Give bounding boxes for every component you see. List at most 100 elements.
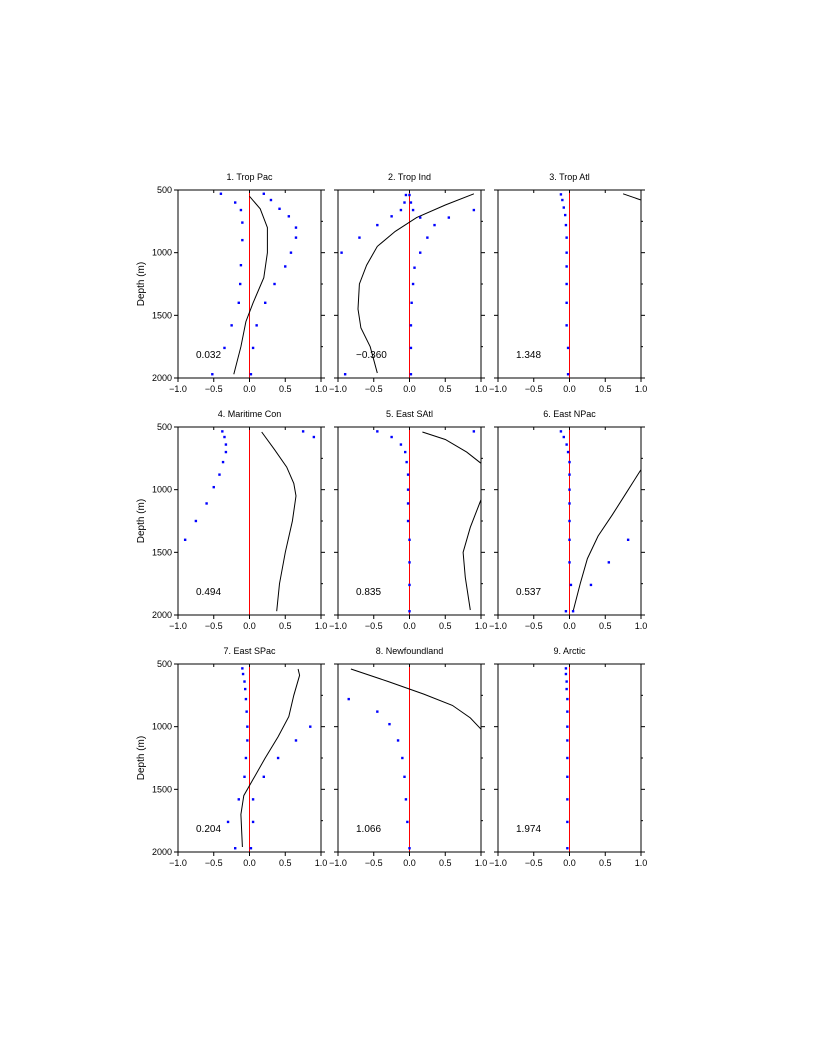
data-point — [376, 430, 379, 433]
y-tick-label: 2000 — [152, 610, 172, 620]
y-axis-label: Depth (m) — [136, 262, 147, 306]
data-point — [565, 680, 568, 683]
data-point — [564, 610, 568, 613]
data-point — [566, 756, 569, 760]
data-point — [273, 282, 276, 286]
y-axis-label: Depth (m) — [136, 499, 147, 543]
data-point — [249, 373, 253, 376]
data-point — [406, 519, 410, 523]
x-tick-label: −1.0 — [329, 384, 347, 394]
data-point — [347, 697, 350, 701]
data-point — [408, 193, 411, 197]
profile-line — [572, 469, 641, 612]
data-point — [244, 697, 248, 701]
data-point — [226, 820, 230, 824]
data-point — [244, 687, 247, 691]
data-point — [565, 324, 568, 327]
data-point — [408, 610, 411, 613]
panel-value: 0.494 — [196, 587, 221, 598]
x-tick-label: 0.0 — [403, 858, 416, 868]
x-tick-label: 1.0 — [475, 621, 488, 631]
panel-title: 2. Trop Ind — [388, 172, 431, 182]
data-point — [559, 430, 563, 433]
panel-6: 6. East NPac −1.0 −0.5 0.0 0.5 1.0 0.537 — [489, 409, 647, 631]
profile-line — [233, 195, 268, 375]
data-point — [237, 301, 240, 304]
data-point — [276, 756, 280, 760]
data-point — [376, 223, 379, 227]
data-point — [447, 216, 451, 219]
data-point — [564, 213, 567, 217]
panel-value: 0.835 — [356, 587, 381, 598]
x-tick-label: 1.0 — [315, 384, 328, 394]
y-tick-label: 1500 — [152, 784, 172, 794]
data-point — [565, 282, 568, 286]
y-tick-label: 1500 — [152, 547, 172, 557]
data-point — [405, 460, 408, 464]
data-point — [566, 697, 569, 701]
x-tick-label: 0.5 — [599, 858, 612, 868]
panel-value: 1.974 — [516, 824, 541, 835]
data-point — [205, 502, 208, 505]
data-point — [309, 725, 312, 728]
profile-line — [422, 431, 481, 611]
data-point — [406, 488, 410, 491]
data-point — [221, 460, 225, 464]
data-point — [343, 373, 347, 376]
data-point — [211, 373, 214, 376]
x-tick-label: −0.5 — [525, 621, 543, 631]
panel-title: 3. Trop Atl — [549, 172, 590, 182]
data-point — [249, 847, 253, 850]
data-point — [566, 798, 569, 801]
x-tick-label: 0.5 — [439, 621, 452, 631]
x-tick-label: 0.0 — [403, 384, 416, 394]
data-point — [218, 473, 221, 476]
panel-title: 8. Newfoundland — [376, 646, 444, 656]
x-tick-label: 0.5 — [439, 858, 452, 868]
data-point — [278, 207, 281, 210]
data-point — [294, 226, 298, 229]
x-tick-label: −0.5 — [365, 858, 383, 868]
x-tick-label: 0.5 — [599, 621, 612, 631]
data-point — [409, 324, 413, 327]
data-point — [241, 667, 244, 670]
x-tick-label: −1.0 — [329, 621, 347, 631]
data-point — [411, 282, 415, 286]
data-point — [241, 672, 245, 676]
y-tick-label: 2000 — [152, 847, 172, 857]
data-point — [564, 223, 568, 227]
data-point — [566, 450, 570, 454]
data-point — [569, 583, 573, 587]
data-point — [566, 373, 570, 376]
panel-value: 0.032 — [196, 350, 221, 361]
y-tick-label: 2000 — [152, 373, 172, 383]
data-point — [566, 710, 569, 713]
data-point — [408, 847, 411, 850]
data-point — [294, 236, 298, 239]
data-point — [301, 430, 305, 433]
data-point — [404, 798, 408, 801]
x-tick-label: −0.5 — [205, 858, 223, 868]
data-point — [246, 725, 249, 728]
profile-line — [622, 193, 641, 201]
data-point — [388, 722, 391, 726]
panel-value: 0.537 — [516, 587, 541, 598]
data-point — [472, 208, 476, 212]
data-point — [239, 208, 243, 212]
data-point — [433, 223, 436, 227]
x-tick-label: −1.0 — [329, 858, 347, 868]
data-point — [403, 775, 406, 778]
panel-4: 4. Maritime Con −1.0 −0.5 0.0 0.5 1.0 500 1000 1… — [136, 409, 327, 631]
data-point — [358, 236, 361, 239]
data-point — [565, 301, 568, 304]
data-point — [626, 538, 630, 541]
x-tick-label: −0.5 — [525, 384, 543, 394]
x-tick-label: −1.0 — [169, 858, 187, 868]
data-point — [183, 538, 187, 541]
y-axis-label: Depth (m) — [136, 736, 147, 780]
panel-value: 1.066 — [356, 824, 381, 835]
x-tick-label: 1.0 — [635, 858, 648, 868]
x-tick-label: 0.0 — [563, 621, 576, 631]
panel-2: 2. Trop Ind −1.0 −0.5 0.0 0.5 1.0 −0.360 — [329, 172, 487, 394]
